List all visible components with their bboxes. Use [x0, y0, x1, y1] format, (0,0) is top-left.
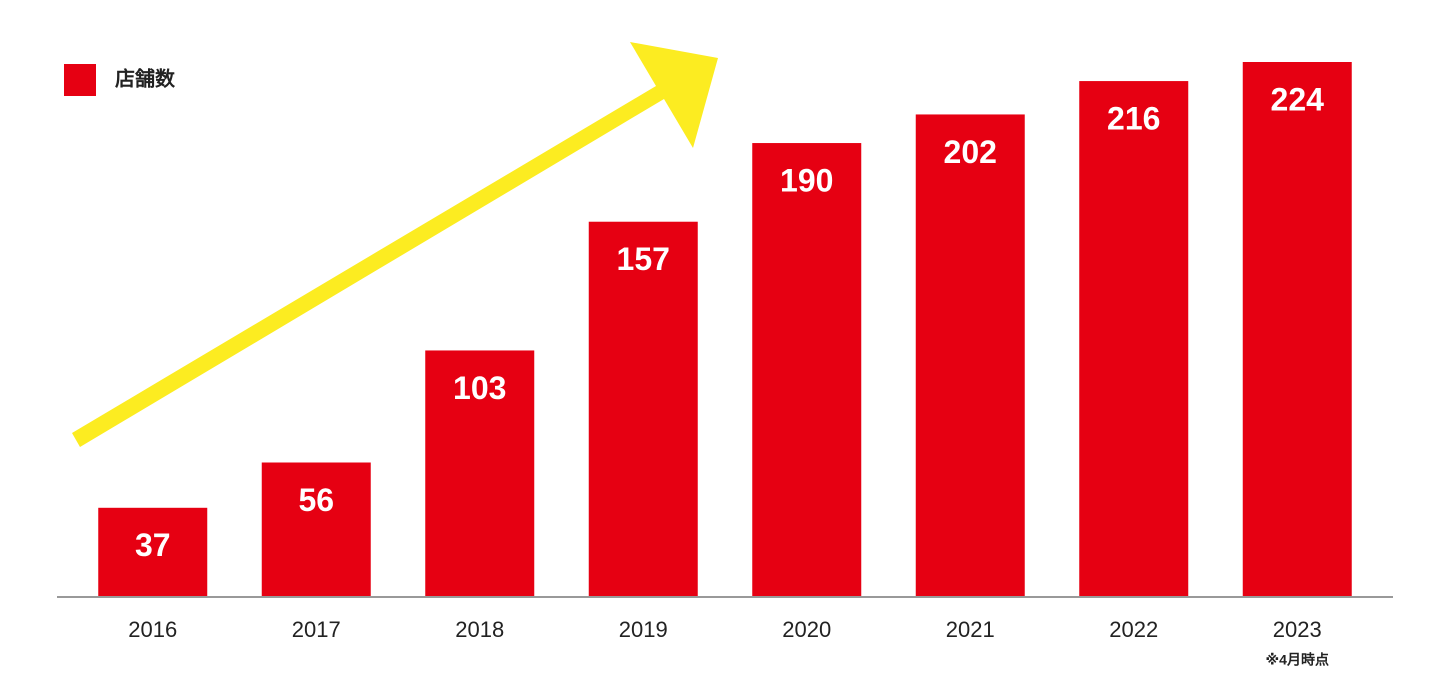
bar [1242, 62, 1352, 596]
bar [1079, 81, 1189, 597]
legend-swatch [64, 64, 96, 96]
value-label: 190 [780, 163, 833, 199]
bar [98, 507, 208, 596]
x-tick-label: 2019 [619, 617, 668, 642]
value-label: 56 [298, 482, 334, 518]
bar [425, 350, 535, 596]
bar [261, 462, 371, 596]
value-label: 224 [1271, 81, 1325, 117]
value-label: 202 [944, 134, 997, 170]
legend-label: 店舗数 [115, 66, 176, 90]
x-tick-label: 2017 [292, 617, 341, 642]
value-label: 216 [1107, 101, 1160, 137]
bar [588, 221, 698, 597]
x-tick-label: 2018 [455, 617, 504, 642]
x-tick-label: 2021 [946, 617, 995, 642]
value-label: 103 [453, 370, 506, 406]
x-tick-label: 2022 [1109, 617, 1158, 642]
value-label: 157 [617, 241, 670, 277]
annotation: ※4月時点 [1266, 652, 1329, 668]
bar [752, 143, 862, 596]
x-tick-label: 2020 [782, 617, 831, 642]
x-tick-label: 2016 [128, 617, 177, 642]
value-label: 37 [135, 527, 171, 563]
x-tick-label: 2023 [1273, 617, 1322, 642]
trend-arrow [72, 42, 718, 447]
bar [915, 114, 1025, 597]
